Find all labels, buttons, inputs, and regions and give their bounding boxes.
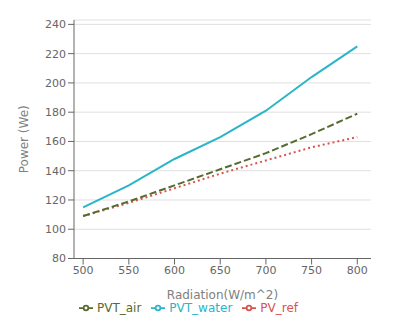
svg-text:Radiation(W/m^2): Radiation(W/m^2) (167, 288, 278, 302)
svg-text:750: 750 (301, 264, 322, 277)
svg-text:160: 160 (45, 135, 66, 148)
svg-text:220: 220 (45, 48, 66, 61)
svg-text:180: 180 (45, 106, 66, 119)
svg-text:120: 120 (45, 194, 66, 207)
html-text:PV_ref: PV_ref (260, 300, 298, 315)
svg-text:100: 100 (45, 223, 66, 236)
svg-text:650: 650 (210, 264, 231, 277)
svg-text:800: 800 (347, 264, 368, 277)
svg-text:500: 500 (73, 264, 94, 277)
svg-text:700: 700 (255, 264, 276, 277)
svg-text:550: 550 (118, 264, 139, 277)
svg-text:200: 200 (45, 77, 66, 90)
svg-text:140: 140 (45, 165, 66, 178)
svg-text:600: 600 (164, 264, 185, 277)
html-text:PVT_air: PVT_air (96, 300, 142, 315)
svg-text:Power (We): Power (We) (17, 105, 31, 173)
svg-text:240: 240 (45, 18, 66, 31)
svg-text:80: 80 (52, 252, 66, 265)
html-text:PVT_water: PVT_water (169, 300, 233, 315)
